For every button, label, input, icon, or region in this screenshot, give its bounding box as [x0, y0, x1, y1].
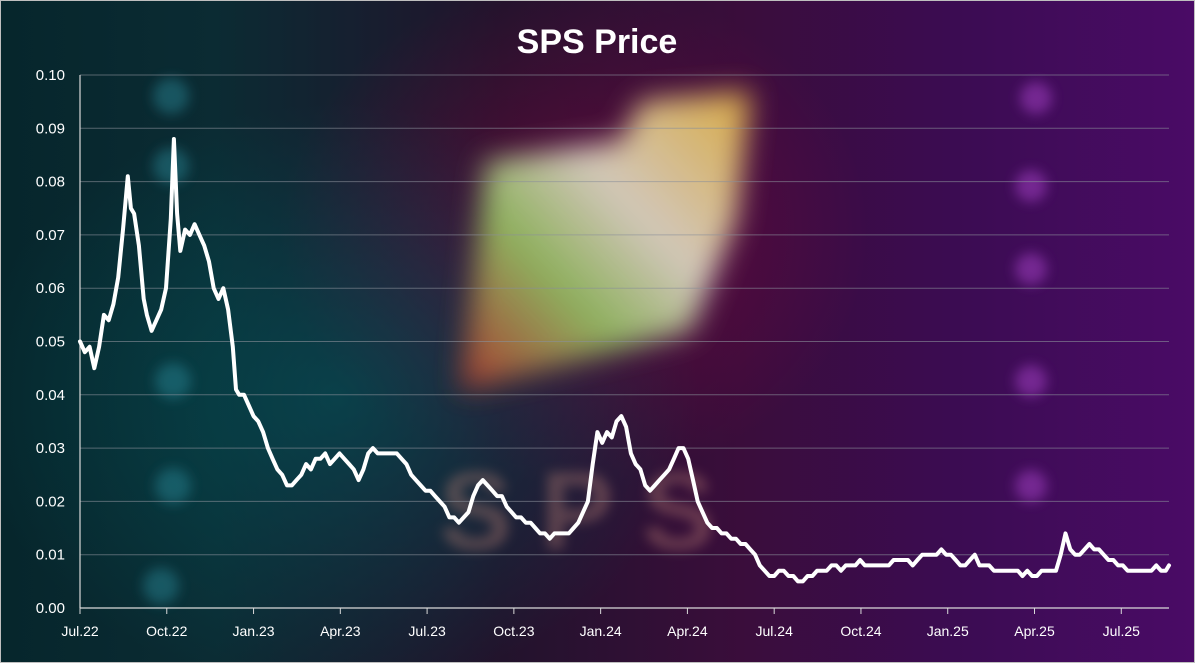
decor-dot-left [153, 78, 189, 114]
x-tick-label: Apr.23 [320, 623, 361, 639]
price-line [78, 137, 1171, 584]
background-decoration: SPS [143, 78, 1052, 604]
x-tick-label: Jul.23 [408, 623, 446, 639]
y-tick-label: 0.02 [36, 493, 65, 510]
decor-dot-right [1015, 470, 1047, 502]
x-tick-label: Oct.24 [840, 623, 881, 639]
decor-dot-left [155, 468, 191, 504]
gridlines [80, 74, 1169, 556]
x-axis-tick-labels: Jul.22 Oct.22 Jan.23 Apr.23 Jul.23 Oct.23 Jan.… [61, 608, 1140, 639]
y-tick-label: 0.06 [36, 280, 65, 297]
y-tick-label: 0.03 [36, 440, 65, 457]
y-tick-label: 0.09 [36, 120, 65, 137]
x-tick-label: Jul.24 [756, 623, 794, 639]
decor-dot-right [1015, 170, 1047, 202]
x-tick-label: Jan.25 [927, 623, 969, 639]
y-tick-label: 0.07 [36, 227, 65, 244]
y-tick-label: 0.00 [36, 600, 65, 617]
x-tick-label: Apr.24 [667, 623, 708, 639]
chart-title: SPS Price [517, 23, 678, 61]
decor-dot-right [1015, 253, 1047, 285]
x-tick-label: Jul.25 [1103, 623, 1141, 639]
x-tick-label: Jul.22 [61, 623, 99, 639]
y-tick-label: 0.01 [36, 547, 65, 564]
decor-dot-right [1020, 82, 1052, 114]
y-tick-label: 0.10 [36, 67, 65, 84]
y-axis-tick-labels: 0.00 0.01 0.02 0.03 0.04 0.05 0.06 0.07 0.08 0.09… [36, 67, 65, 617]
y-tick-label: 0.04 [36, 387, 65, 404]
decor-dot-left [155, 363, 191, 399]
x-tick-label: Apr.25 [1014, 623, 1055, 639]
y-tick-label: 0.08 [36, 174, 65, 191]
decor-dot-right [1015, 365, 1047, 397]
x-tick-label: Jan.23 [233, 623, 275, 639]
x-tick-label: Oct.23 [493, 623, 534, 639]
y-tick-label: 0.05 [36, 334, 65, 351]
price-series [78, 137, 1171, 584]
decor-dot-left [143, 568, 179, 604]
blurred-logo-shape [461, 91, 751, 391]
x-tick-label: Oct.22 [146, 623, 187, 639]
x-tick-label: Jan.24 [580, 623, 622, 639]
